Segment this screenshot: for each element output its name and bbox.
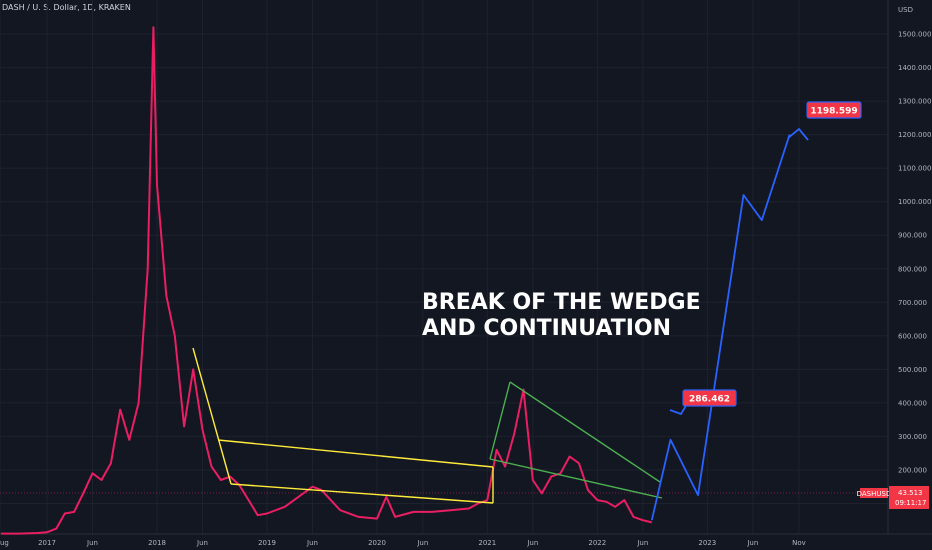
green-wedge [489,381,663,499]
price-tick-label: 200.000 [898,466,927,474]
price-tick-label: 1000.000 [898,198,931,206]
green-wedge-left [489,381,511,460]
time-tick-label: Nov [792,539,806,547]
time-axis-ticks: ug 2017 Jun 2018 Jun 2019 Jun 2020 Jun 2021 Jun 202… [0,539,806,547]
price-axis-ticks: 100.000200.000300.000400.000500.000600.0… [898,31,931,508]
target-badge-2-text: 1198.599 [810,107,857,117]
price-tick-label: 300.000 [898,433,927,441]
time-tick-label: 2017 [38,539,56,547]
price-tick-label: 800.000 [898,265,927,273]
projection-path [650,134,791,521]
time-tick-label: Jun [416,539,428,547]
time-tick-label: Jun [306,539,318,547]
time-tick-label: 2021 [478,539,496,547]
time-tick-label: 2022 [588,539,606,547]
chart-title: DASH / U. S. Dollar, 1D, KRAKEN [2,3,131,12]
green-wedge-bottom [489,458,663,499]
annotation-line-1: BREAK OF THE WEDGE [422,290,701,315]
price-tick-label: 1100.000 [898,165,931,173]
time-tick-label: 2020 [368,539,386,547]
yellow-channel-top [217,439,494,468]
last-price-value: 43.513 [898,489,923,497]
price-tick-label: 1500.000 [898,31,931,39]
projection-arrow-2 [787,127,809,141]
green-wedge-top [509,381,661,483]
ticker-label: DASHUSD [857,490,892,498]
price-tick-label: 1400.000 [898,64,931,72]
target-badge-1: 286.462 [682,389,737,407]
countdown-value: 09:11:17 [895,499,926,507]
time-tick-label: 2019 [258,539,276,547]
price-tick-label: 900.000 [898,232,927,240]
time-tick-label: Jun [86,539,98,547]
time-tick-label: Jun [526,539,538,547]
projection-arrow-1 [669,403,688,416]
last-price-label: DASHUSD 43.513 09:11:17 [857,486,929,509]
target-badge-1-text: 286.462 [689,395,730,405]
price-tick-label: 600.000 [898,332,927,340]
price-tick-label: 400.000 [898,399,927,407]
grid-lines [0,0,888,534]
yellow-channel-left [192,347,232,485]
time-tick-label: Jun [636,539,648,547]
price-series-line [0,26,653,535]
time-tick-label: 2018 [148,539,166,547]
yellow-channel [192,347,494,504]
time-tick-label: Jun [196,539,208,547]
target-badge-2: 1198.599 [806,101,862,119]
yellow-channel-bottom [230,483,494,504]
price-tick-label: 500.000 [898,366,927,374]
currency-label: USD [898,6,913,14]
price-axis-area [888,0,932,534]
price-tick-label: 1300.000 [898,98,931,106]
time-tick-label: Jun [746,539,758,547]
price-tick-label: 1200.000 [898,131,931,139]
time-tick-label: 2023 [698,539,716,547]
price-tick-label: 700.000 [898,299,927,307]
time-tick-label: ug [0,539,9,547]
annotation-line-2: AND CONTINUATION [422,316,671,341]
